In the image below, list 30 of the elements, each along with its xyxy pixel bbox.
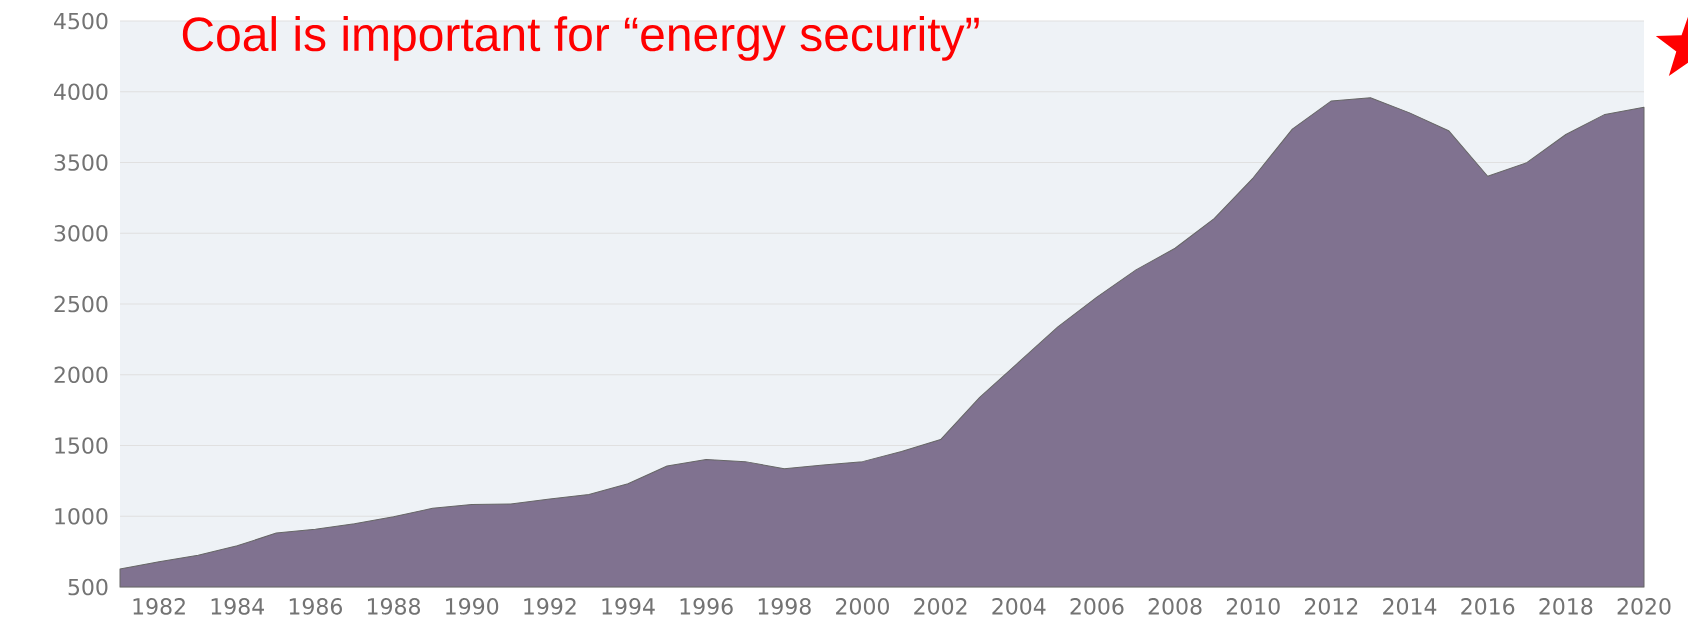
x-tick-label: 2004 xyxy=(992,598,1046,615)
x-tick-label: 2018 xyxy=(1539,598,1593,615)
y-tick-label: 500 xyxy=(68,578,108,596)
x-tick-label: 2000 xyxy=(836,598,889,615)
x-tick-label: 2020 xyxy=(1617,598,1671,615)
x-tick-label: 2010 xyxy=(1226,598,1280,615)
x-tick-label: 1986 xyxy=(289,598,342,615)
x-tick-label: 2012 xyxy=(1304,598,1358,615)
x-tick-label: 1992 xyxy=(524,598,576,615)
x-tick-label: 2014 xyxy=(1383,598,1437,615)
x-tick-label: 1990 xyxy=(446,598,499,615)
y-tick-label: 3500 xyxy=(54,154,108,171)
x-tick-label: 1994 xyxy=(602,598,655,615)
y-tick-label: 3000 xyxy=(54,224,108,242)
y-tick-label: 2000 xyxy=(54,366,108,384)
x-tick-label: 1998 xyxy=(758,598,811,615)
y-tick-label: 4500 xyxy=(54,12,108,30)
x-tick-label: 1996 xyxy=(680,598,733,615)
chart-title: Coal is important for “energy security” xyxy=(182,16,979,61)
y-tick-label: 1000 xyxy=(55,507,108,525)
x-tick-label: 1988 xyxy=(367,598,421,615)
y-tick-label: 1500 xyxy=(55,437,108,454)
y-tick-label: 2500 xyxy=(54,295,108,313)
y-tick-label: 4000 xyxy=(54,83,108,101)
x-tick-label: 2008 xyxy=(1148,598,1202,615)
x-tick-label: 1982 xyxy=(133,598,185,615)
x-tick-label: 2002 xyxy=(914,598,967,615)
x-tick-label: 1984 xyxy=(211,598,264,615)
x-tick-label: 2016 xyxy=(1461,598,1515,615)
x-tick-label: 2006 xyxy=(1070,598,1124,615)
